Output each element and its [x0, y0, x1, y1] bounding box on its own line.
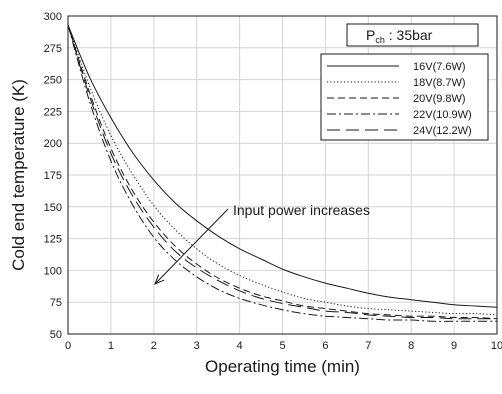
condition-label-main: P: [366, 27, 375, 43]
y-tick-label: 300: [44, 11, 62, 23]
legend-label-1: 16V(7.6W): [413, 61, 466, 73]
x-tick-label: 9: [451, 340, 457, 352]
plot-frame: [67, 15, 498, 335]
annotation-arrowhead: [154, 274, 165, 285]
condition-box: Pch : 35bar: [346, 23, 479, 47]
x-tick-label: 7: [365, 340, 371, 352]
condition-label-subscript: ch: [375, 35, 385, 45]
x-tick-label: 4: [237, 340, 243, 352]
y-tick-label: 125: [44, 234, 62, 246]
legend-label-4: 22V(10.9W): [413, 109, 472, 121]
series-line-5: [67, 24, 497, 320]
y-tick-label: 100: [44, 265, 62, 277]
x-tick-label: 8: [408, 340, 414, 352]
x-tick-label: 5: [279, 340, 285, 352]
y-tick-label: 275: [44, 43, 62, 55]
condition-label-value: : 35bar: [385, 27, 433, 43]
condition-label: Pch : 35bar: [366, 27, 433, 45]
legend-label-5: 24V(12.2W): [413, 125, 472, 137]
x-tick-label: 0: [65, 340, 71, 352]
y-tick-label: 200: [44, 138, 62, 150]
legend-label-2: 18V(8.7W): [413, 77, 466, 89]
x-tick-label: 10: [491, 340, 502, 352]
y-tick-label: 150: [44, 202, 62, 214]
x-tick-label: 2: [151, 340, 157, 352]
series-lines: [67, 24, 498, 322]
series-line-2: [67, 24, 498, 316]
x-tick-label: 1: [108, 340, 114, 352]
y-tick-label: 175: [44, 170, 62, 182]
series-line-1: [67, 24, 498, 308]
annotation: Input power increases: [154, 202, 370, 285]
x-tick-label: 3: [194, 340, 200, 352]
legend-label-3: 20V(9.8W): [413, 93, 466, 105]
x-axis-label: Operating time (min): [205, 357, 360, 376]
series-line-4: [67, 24, 497, 322]
y-tick-label: 225: [44, 106, 62, 118]
y-tick-label: 75: [50, 297, 62, 309]
y-tick-label: 50: [50, 329, 62, 341]
annotation-arrow: [154, 208, 229, 285]
annotation-text: Input power increases: [233, 202, 370, 218]
tick-labels: 0 1 2 3 4 5 6 7 8 9 10 50 75 100 125 150 175 200 225 250 275…: [44, 11, 502, 352]
y-tick-label: 250: [44, 75, 62, 87]
x-tick-label: 6: [322, 340, 328, 352]
legend: 16V(7.6W) 18V(8.7W) 20V(9.8W) 22V(10.9W) 24V…: [320, 53, 489, 141]
y-axis-label: Cold end temperature (K): [9, 79, 28, 271]
